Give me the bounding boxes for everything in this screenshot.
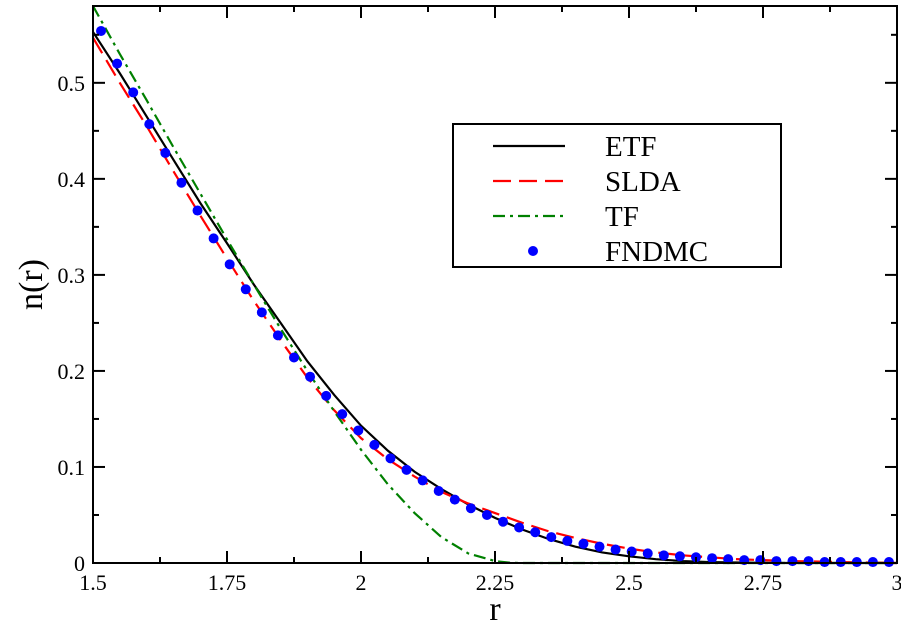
slda-series-line [92,37,898,565]
fndmc-point [176,177,187,188]
fndmc-point [658,550,669,561]
y-tick-label: 0 [74,551,85,576]
x-tick-label: 2 [356,570,367,595]
fndmc-point [803,556,814,567]
fndmc-point [128,87,139,98]
legend-label-slda: SLDA [605,166,681,198]
fndmc-point [530,527,541,538]
fndmc-point [401,464,412,475]
tf-series-line [92,5,897,565]
y-axis-title: n(r) [13,259,50,310]
fndmc-point [498,516,509,527]
fndmc-point [481,509,492,520]
fndmc-point [594,541,605,552]
fndmc-point [240,284,251,295]
x-tick-label: 2.25 [476,570,515,595]
fndmc-point [289,352,299,363]
fndmc-point [385,453,396,464]
plot-series-lines [92,5,898,565]
fndmc-point [674,551,685,562]
legend-swatch-fndmc [528,246,538,256]
fndmc-point [321,390,332,401]
fndmc-point [192,205,203,216]
x-axis-title: r [489,591,501,623]
y-tick-label: 0.5 [58,71,86,96]
fndmc-point [723,554,734,565]
fndmc-point [305,371,316,382]
fndmc-point [449,494,460,505]
fndmc-point [160,147,171,158]
y-tick-label: 0.1 [58,455,86,480]
fndmc-point [787,556,798,567]
fndmc-point [369,439,380,450]
x-axis-ticks: 1.5 1.75 2 2.25 2.5 2.75 3 [79,6,901,595]
plot-series-markers [96,25,894,568]
fndmc-point [610,544,621,555]
fndmc-point [96,25,107,36]
fndmc-point [514,522,525,533]
fndmc-point [272,330,283,341]
fndmc-point [224,259,235,270]
fndmc-point [337,409,348,420]
x-tick-label: 1.5 [79,570,107,595]
etf-series-line [92,31,897,565]
x-tick-label: 3 [892,570,901,595]
legend-label-fndmc: FNDMC [605,236,708,268]
fndmc-point [465,503,476,514]
fndmc-point [433,485,444,496]
x-tick-label: 1.75 [208,570,247,595]
legend-box [452,123,782,268]
y-axis-ticks: 0 0.1 0.2 0.3 0.4 0.5 [58,33,897,576]
y-tick-label: 0.2 [58,359,86,384]
plot-frame [92,5,898,564]
fndmc-point [771,556,782,567]
fndmc-point [546,532,557,543]
fndmc-point [256,307,267,318]
legend-label-etf: ETF [605,131,657,163]
legend-label-tf: TF [605,201,639,233]
fndmc-point [707,553,718,564]
fndmc-point [208,233,219,244]
fndmc-point [144,119,155,130]
y-tick-label: 0.4 [58,167,86,192]
fndmc-point [417,475,428,486]
fndmc-point [642,548,653,559]
y-tick-label: 0.3 [58,263,86,288]
fndmc-point [112,58,123,69]
x-tick-label: 2.75 [744,570,783,595]
fndmc-point [353,425,364,436]
fndmc-point [578,538,589,549]
x-tick-label: 2.5 [615,570,643,595]
fndmc-point [562,535,573,546]
